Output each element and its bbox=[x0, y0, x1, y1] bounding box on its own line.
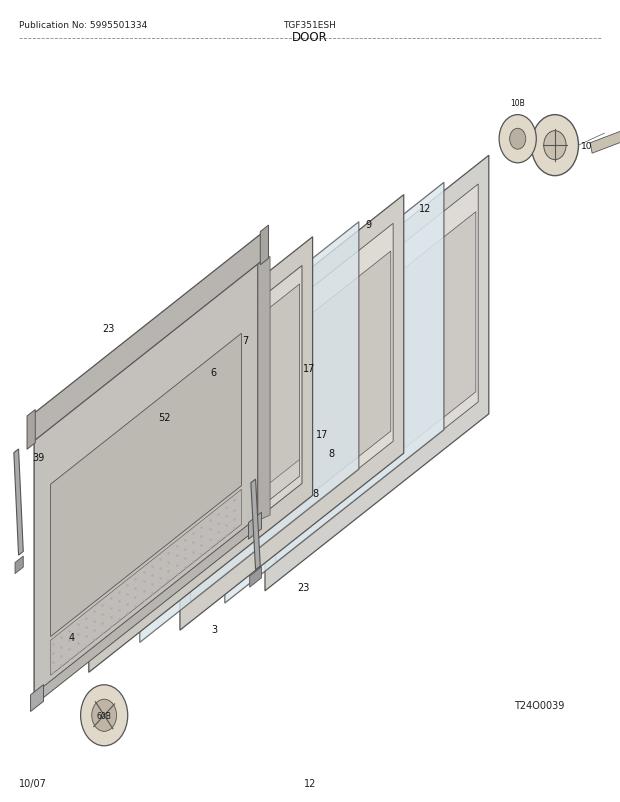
Text: 52: 52 bbox=[158, 412, 170, 422]
Polygon shape bbox=[51, 490, 241, 675]
Text: T24O0039: T24O0039 bbox=[514, 700, 565, 710]
Polygon shape bbox=[265, 156, 489, 591]
Text: 6: 6 bbox=[211, 368, 217, 378]
Polygon shape bbox=[15, 557, 24, 574]
Text: 39: 39 bbox=[32, 452, 45, 462]
Circle shape bbox=[81, 685, 128, 746]
Text: 8: 8 bbox=[329, 448, 335, 458]
Polygon shape bbox=[258, 257, 270, 521]
Polygon shape bbox=[30, 685, 43, 711]
Polygon shape bbox=[102, 285, 299, 633]
Text: 23: 23 bbox=[102, 324, 115, 334]
Text: 60B: 60B bbox=[97, 711, 112, 720]
Polygon shape bbox=[102, 460, 299, 633]
Text: 10/07: 10/07 bbox=[19, 778, 46, 788]
Polygon shape bbox=[14, 449, 24, 556]
Polygon shape bbox=[89, 237, 312, 672]
Text: 23: 23 bbox=[298, 582, 310, 592]
Circle shape bbox=[92, 699, 117, 731]
Text: 10: 10 bbox=[581, 141, 593, 151]
Circle shape bbox=[531, 115, 578, 176]
Text: 9: 9 bbox=[366, 220, 372, 229]
Text: TGF351ESH: TGF351ESH bbox=[283, 21, 337, 30]
Text: eReplacementParts.com: eReplacementParts.com bbox=[229, 415, 391, 427]
Polygon shape bbox=[260, 226, 268, 265]
Polygon shape bbox=[225, 183, 444, 603]
Polygon shape bbox=[27, 410, 35, 450]
Text: 8: 8 bbox=[312, 488, 318, 498]
Text: Publication No: 5995501334: Publication No: 5995501334 bbox=[19, 21, 147, 30]
Circle shape bbox=[499, 115, 536, 164]
Polygon shape bbox=[250, 567, 262, 587]
Text: 17: 17 bbox=[303, 364, 315, 374]
Polygon shape bbox=[140, 222, 359, 642]
Circle shape bbox=[544, 132, 566, 160]
Polygon shape bbox=[34, 263, 258, 698]
Polygon shape bbox=[33, 516, 259, 706]
Circle shape bbox=[510, 129, 526, 150]
Polygon shape bbox=[180, 196, 404, 630]
Polygon shape bbox=[278, 213, 476, 549]
Text: 4: 4 bbox=[68, 633, 74, 642]
Text: 7: 7 bbox=[242, 336, 248, 346]
Text: DOOR: DOOR bbox=[292, 31, 328, 44]
Polygon shape bbox=[249, 512, 262, 540]
Polygon shape bbox=[99, 266, 302, 644]
Polygon shape bbox=[193, 252, 391, 588]
Polygon shape bbox=[190, 224, 393, 602]
Polygon shape bbox=[590, 126, 620, 154]
Polygon shape bbox=[29, 233, 263, 445]
Text: 3: 3 bbox=[211, 625, 217, 634]
Polygon shape bbox=[251, 480, 260, 570]
Text: 10B: 10B bbox=[510, 99, 525, 107]
Text: 12: 12 bbox=[304, 778, 316, 788]
Polygon shape bbox=[51, 334, 241, 637]
Text: 17: 17 bbox=[316, 430, 329, 439]
Polygon shape bbox=[276, 184, 478, 562]
Text: 12: 12 bbox=[418, 204, 431, 213]
